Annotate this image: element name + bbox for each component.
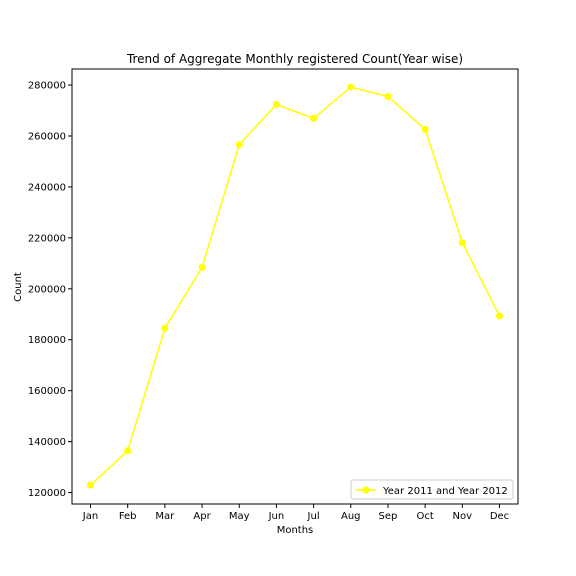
- y-axis-title: Count: [13, 272, 24, 302]
- legend-marker: [362, 486, 370, 494]
- legend: Year 2011 and Year 2012: [350, 479, 514, 500]
- data-point: [235, 141, 243, 149]
- legend-label: Year 2011 and Year 2012: [382, 486, 508, 497]
- legend-box: [350, 479, 514, 500]
- y-tick-label: 120000: [28, 488, 66, 499]
- x-tick-label: Sep: [379, 511, 398, 522]
- data-point: [198, 263, 206, 271]
- y-tick-label: 240000: [28, 182, 66, 193]
- series-line: [89, 86, 501, 486]
- series-layer: [87, 83, 503, 489]
- data-point: [124, 447, 132, 455]
- x-axis-title: Months: [277, 525, 314, 536]
- y-tick-label: 180000: [28, 335, 66, 346]
- data-point: [458, 239, 466, 247]
- x-tick-label: Dec: [490, 511, 509, 522]
- axes: 120000 140000 160000 180000 200000 220000 2400…: [28, 68, 519, 522]
- x-tick-label: Apr: [193, 511, 211, 522]
- y-tick-label: 200000: [28, 284, 66, 295]
- x-tick-label: Jul: [307, 511, 320, 522]
- data-point: [272, 100, 280, 108]
- y-tick-label: 220000: [28, 233, 66, 244]
- y-tick-label: 140000: [28, 437, 66, 448]
- data-point: [347, 83, 355, 91]
- x-tick-label: Feb: [119, 511, 137, 522]
- data-point: [87, 481, 94, 489]
- x-tick-label: Jun: [268, 511, 285, 522]
- y-tick-label: 160000: [28, 386, 66, 397]
- data-point: [496, 312, 503, 320]
- x-tick-label: Jan: [82, 511, 98, 522]
- data-point: [310, 114, 318, 122]
- x-tick-label: Nov: [453, 511, 473, 522]
- chart-title: Trend of Aggregate Monthly registered Co…: [126, 52, 463, 66]
- x-tick-label: Aug: [341, 511, 361, 522]
- plot-frame: [71, 68, 519, 505]
- x-tick-label: May: [229, 511, 250, 522]
- data-point: [421, 125, 429, 133]
- data-point: [161, 324, 169, 332]
- x-tick-label: Mar: [155, 511, 175, 522]
- y-tick-label: 280000: [28, 81, 66, 92]
- x-tick-label: Oct: [416, 511, 433, 522]
- y-tick-label: 260000: [28, 131, 66, 142]
- data-point: [384, 93, 392, 101]
